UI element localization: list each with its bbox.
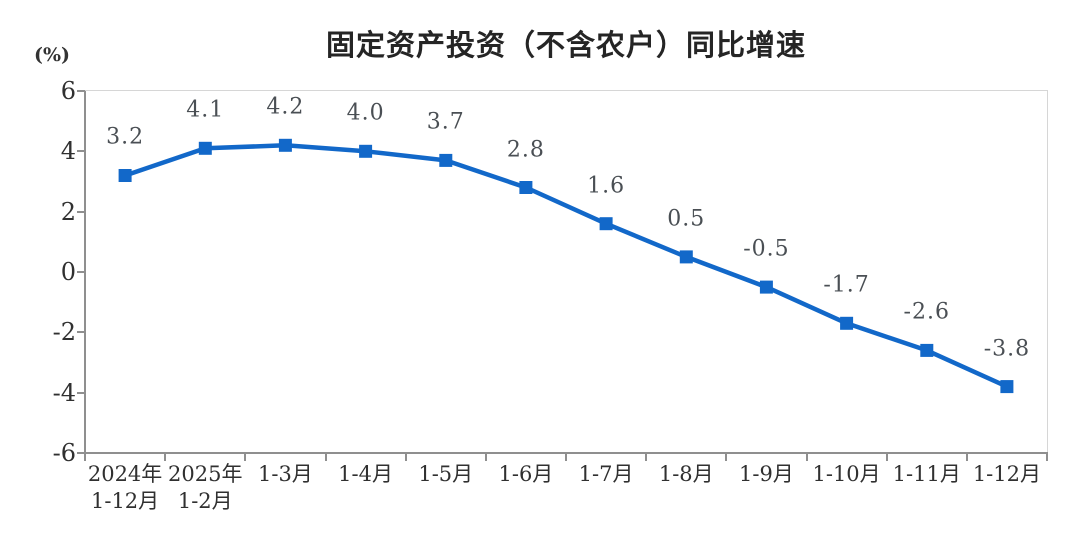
data-point-marker	[679, 250, 693, 264]
data-point-label: 4.2	[266, 94, 305, 120]
x-axis-tick-label: 1-9月	[738, 462, 794, 486]
x-axis-tick-label: 1-7月	[578, 462, 634, 486]
x-axis-tick	[565, 453, 567, 461]
y-axis-tick-label: 6	[60, 77, 76, 105]
data-point-label: -1.7	[823, 272, 870, 298]
data-point-marker	[118, 169, 132, 182]
data-point-marker	[278, 138, 292, 152]
data-point-label: 4.0	[346, 100, 385, 126]
y-axis-unit-label: (%)	[34, 44, 71, 66]
data-point-marker	[840, 316, 854, 330]
data-point-label: 3.2	[106, 124, 145, 150]
data-point-label: 2.8	[506, 137, 545, 163]
x-axis-tick	[965, 453, 968, 461]
y-axis-tick-label: -6	[52, 439, 76, 467]
x-axis-tick	[805, 453, 808, 461]
x-axis-tick-label: 2025年 1-2月	[168, 462, 243, 513]
y-axis-tick-label: 4	[60, 137, 76, 166]
y-axis-tick	[77, 210, 85, 213]
x-axis-tick	[84, 453, 86, 461]
chart-title: 固定资产投资（不含农户）同比增速	[325, 30, 806, 62]
y-axis-tick	[77, 271, 85, 273]
data-point-marker	[359, 144, 373, 158]
x-axis-tick-label: 1-5月	[418, 462, 474, 486]
x-axis-tick-label: 1-3月	[257, 462, 313, 486]
data-point-label: -2.6	[903, 299, 950, 325]
x-axis-tick-label: 1-10月	[812, 462, 881, 486]
x-axis-tick-label: 1-8月	[658, 462, 714, 486]
data-point-marker	[519, 181, 533, 194]
data-point-marker	[759, 280, 773, 294]
data-point-marker	[198, 141, 212, 155]
y-axis-tick	[77, 90, 85, 92]
x-axis-tick-label: 1-4月	[338, 462, 393, 486]
x-axis-tick	[484, 453, 487, 461]
x-axis-tick-label: 1-6月	[498, 462, 554, 486]
series-line	[122, 143, 1010, 389]
y-axis-tick-label: 2	[60, 197, 76, 226]
data-point-label: -0.5	[743, 236, 790, 262]
data-point-marker	[599, 217, 613, 231]
y-axis-tick	[77, 331, 85, 334]
y-axis-tick	[77, 150, 85, 153]
data-point-label: 4.1	[186, 97, 225, 123]
y-axis-tick-label: -4	[52, 378, 76, 407]
line-series	[118, 138, 1014, 394]
data-point-marker	[920, 343, 934, 357]
y-axis-tick	[77, 391, 85, 394]
y-axis-tick	[77, 452, 85, 454]
x-axis-tick-label: 1-12月	[972, 462, 1041, 486]
plot-area: 3.2 4.1 4.2 4.0 3.7 2.8 1.6 0.5 -0.5 -1.7 -2.6 -3.8	[85, 91, 1047, 453]
x-axis-tick	[244, 453, 247, 461]
data-point-label: 0.5	[667, 206, 706, 232]
x-axis-tick	[164, 453, 167, 461]
x-axis-tick	[324, 453, 327, 461]
x-axis-tick	[645, 453, 648, 461]
data-point-marker	[439, 153, 453, 167]
data-point-label: -3.8	[983, 336, 1031, 362]
x-axis-tick	[725, 453, 728, 461]
x-axis-tick-label: 1-11月	[892, 462, 961, 486]
x-axis-tick	[404, 453, 407, 461]
x-axis-tick	[1046, 453, 1048, 461]
data-point-label: 1.6	[587, 173, 626, 199]
y-axis-tick-label: -2	[52, 318, 76, 347]
x-axis-tick	[885, 453, 888, 461]
plot-frame-right	[1046, 90, 1048, 454]
data-point-marker	[1000, 380, 1014, 394]
data-point-label: 3.7	[426, 109, 465, 135]
y-axis-tick-label: 0	[60, 258, 76, 286]
x-axis-tick-label: 2024年 1-12月	[87, 462, 163, 513]
y-axis-line	[84, 91, 86, 453]
